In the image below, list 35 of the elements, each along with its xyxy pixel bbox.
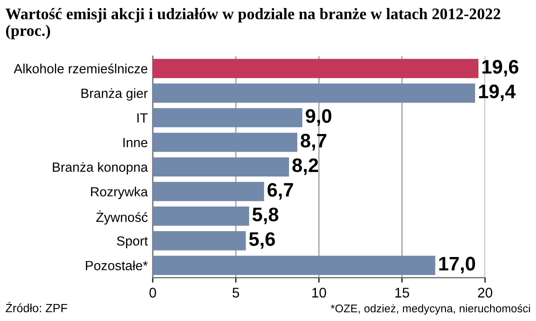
- bar: [152, 83, 476, 103]
- x-tick-label: 20: [478, 288, 492, 298]
- y-tick-label: Alkohole rzemieślnicze: [14, 64, 148, 74]
- bar: [152, 206, 250, 226]
- x-tick-label: 5: [232, 288, 240, 298]
- y-tick-label: Rozrywka: [91, 186, 148, 200]
- y-tick-label: Branża gier: [82, 88, 148, 101]
- data-label: 8,7: [300, 134, 326, 150]
- bar: [152, 256, 436, 275]
- data-label: 17,0: [439, 256, 476, 274]
- x-tick-label: 0: [149, 288, 156, 298]
- y-tick-label: Pozostałe*: [86, 260, 148, 270]
- text: *OZE, odzież, medycyna, nieruchomości: [330, 304, 530, 315]
- y-tick-label: Inne: [123, 138, 148, 148]
- data-label: 6,7: [268, 182, 294, 200]
- chart-title: Wartość emisji akcji i udziałów w podziale na branże w latach 2012-2022 (proc.): [6, 8, 500, 40]
- x-tick-label: 15: [395, 288, 410, 298]
- bar: [152, 132, 298, 152]
- bar: [152, 157, 290, 177]
- data-label: 9,0: [306, 109, 332, 126]
- y-tick-label: IT: [137, 113, 148, 122]
- data-label: 19,4: [479, 84, 516, 102]
- text: Źródło: ZPF: [6, 302, 68, 312]
- bar: [152, 108, 302, 128]
- data-label: 5,6: [249, 232, 275, 249]
- data-label: 8,2: [292, 158, 318, 175]
- data-label: 5,8: [252, 208, 278, 224]
- bar: [152, 182, 264, 202]
- y-tick-label: Branża konopna: [52, 162, 148, 174]
- x-tick-label: 10: [312, 288, 326, 298]
- bar: [152, 231, 246, 250]
- y-tick-label: Sport: [116, 236, 148, 248]
- bar: [152, 58, 478, 78]
- data-label: 19,6: [482, 60, 518, 77]
- y-tick-label: Żywność: [96, 210, 148, 225]
